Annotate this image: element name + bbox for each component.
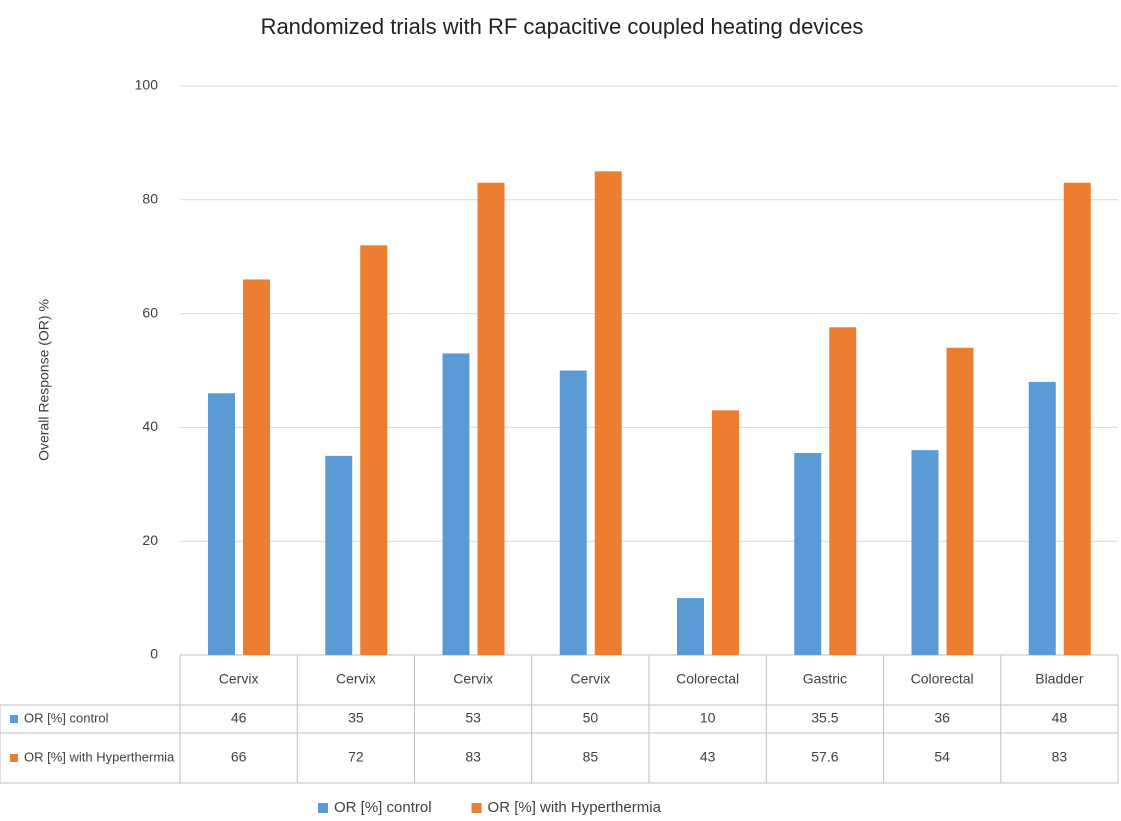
table-value: 36: [934, 710, 950, 726]
table-value: 35.5: [811, 710, 838, 726]
bar: [1028, 381, 1056, 655]
legend-swatch: [318, 803, 328, 813]
table-legend-swatch: [10, 715, 18, 723]
table-value: 10: [700, 710, 716, 726]
legend-label: OR [%] with Hyperthermia: [488, 799, 662, 816]
bar: [712, 410, 739, 655]
bar: [325, 455, 353, 655]
table-value: 83: [465, 749, 481, 765]
table-value: 83: [1052, 749, 1068, 765]
table-row-label: OR [%] with Hyperthermia: [24, 749, 175, 764]
bar: [677, 598, 704, 655]
table-value: 85: [583, 749, 599, 765]
table-value: 46: [231, 710, 247, 726]
table-row-label: OR [%] control: [24, 710, 109, 725]
bar: [559, 370, 587, 655]
table-value: 72: [348, 749, 364, 765]
bar: [1063, 182, 1091, 656]
y-tick-label: 60: [142, 304, 158, 320]
legend-swatch: [471, 803, 482, 813]
bar: [794, 453, 822, 655]
bar: [442, 353, 470, 655]
bar: [360, 245, 388, 655]
bar: [243, 279, 270, 655]
table-value: 43: [700, 749, 716, 765]
chart-title: Randomized trials with RF capacitive cou…: [261, 14, 864, 39]
y-tick-label: 0: [150, 646, 158, 662]
table-value: 35: [348, 710, 364, 726]
x-tick-label: Colorectal: [676, 671, 739, 687]
y-tick-label: 80: [142, 191, 158, 207]
bar: [477, 182, 505, 656]
bar: [594, 171, 622, 655]
x-tick-label: Cervix: [571, 671, 611, 687]
x-tick-label: Bladder: [1035, 671, 1084, 687]
table-value: 54: [934, 749, 950, 765]
table-value: 48: [1052, 710, 1068, 726]
x-tick-label: Colorectal: [911, 671, 974, 687]
bar: [946, 347, 974, 655]
y-tick-label: 100: [135, 77, 159, 93]
table-value: 57.6: [811, 749, 838, 765]
legend-label: OR [%] control: [334, 799, 432, 816]
table-value: 53: [465, 710, 481, 726]
table-value: 50: [583, 710, 599, 726]
y-tick-label: 20: [142, 532, 158, 548]
bar: [911, 450, 939, 655]
x-tick-label: Cervix: [219, 671, 259, 687]
table-legend-swatch: [10, 754, 18, 762]
table-value: 66: [231, 749, 247, 765]
bar: [829, 327, 857, 655]
x-tick-label: Gastric: [803, 671, 847, 687]
bar: [208, 393, 235, 655]
x-tick-label: Cervix: [453, 671, 493, 687]
y-tick-label: 40: [142, 418, 158, 434]
x-tick-label: Cervix: [336, 671, 376, 687]
y-axis-label: Overall Response (OR) %: [36, 299, 52, 461]
